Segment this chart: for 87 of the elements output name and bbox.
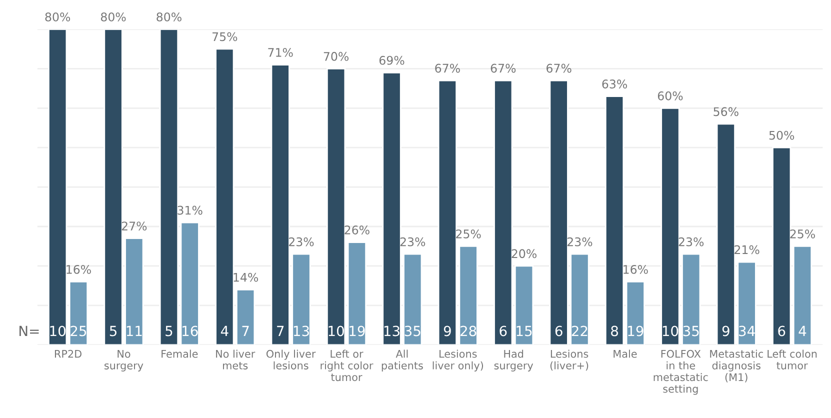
annotation: 25 <box>70 326 86 336</box>
x-tick-label: RP2D <box>54 350 82 358</box>
annotation: 10 <box>50 326 66 336</box>
annotation: 35 <box>683 326 699 336</box>
data-label: 16% <box>66 264 91 274</box>
data-label: 14% <box>234 272 258 282</box>
x-tick-label: Metastatic diagnosis (M1) <box>710 350 763 382</box>
annotation: 13 <box>384 326 400 336</box>
annotation: 11 <box>126 326 142 336</box>
annotation: 4 <box>798 326 806 336</box>
x-tick-label: Male <box>614 350 637 358</box>
bar <box>514 265 534 345</box>
data-label: 23% <box>400 237 426 246</box>
data-label: 16% <box>624 264 648 274</box>
x-tick-label: Only liver lesions <box>266 350 316 370</box>
data-label: 67% <box>490 64 516 73</box>
annotation: 13 <box>294 326 309 336</box>
data-label: 21% <box>734 245 760 254</box>
annotation: 7 <box>242 326 249 336</box>
data-label: 50% <box>769 130 794 140</box>
annotation: 6 <box>778 326 786 336</box>
annotation: 35 <box>404 326 420 336</box>
data-label: 67% <box>546 64 572 73</box>
annotation: 22 <box>572 326 588 336</box>
annotation: 19 <box>628 326 644 336</box>
data-label: 60% <box>658 91 683 100</box>
x-tick-label: Lesions liver only) <box>432 350 484 372</box>
bar <box>792 246 812 345</box>
x-tick-label: FOLFOX in the metastatic setting <box>654 350 708 395</box>
data-label: 20% <box>512 249 536 258</box>
bar <box>626 281 645 345</box>
data-label: 56% <box>714 107 738 116</box>
data-label: 71% <box>268 48 293 57</box>
annotation: 5 <box>166 326 172 336</box>
data-label: 67% <box>435 64 460 73</box>
annotation: 10 <box>662 326 678 336</box>
data-label: 31% <box>178 206 202 215</box>
data-label: 27% <box>122 222 147 230</box>
data-label: 23% <box>567 237 592 246</box>
x-tick-label: Left or right color tumor <box>320 350 374 382</box>
bar <box>215 48 234 345</box>
annotation: 8 <box>611 326 618 336</box>
bar <box>438 80 458 345</box>
annotation: 4 <box>220 326 228 336</box>
x-tick-label: All patients <box>382 350 423 372</box>
annotation: 15 <box>516 326 532 336</box>
data-label: 69% <box>379 56 404 65</box>
annotation: 9 <box>722 326 730 336</box>
x-tick-label: Had surgery <box>494 350 534 372</box>
bar <box>159 29 179 345</box>
bar <box>494 80 513 345</box>
bar <box>772 146 792 345</box>
annotation: N= <box>20 326 39 336</box>
annotation: 5 <box>110 326 116 336</box>
data-label: 26% <box>344 226 370 234</box>
annotation: 16 <box>182 326 198 336</box>
x-tick-label: No liver mets <box>216 350 256 370</box>
data-label: 70% <box>324 52 349 61</box>
data-label: 80% <box>156 12 182 22</box>
bar <box>458 246 478 345</box>
annotation: 34 <box>739 326 755 336</box>
annotation: 19 <box>350 326 365 336</box>
x-tick-label: Female <box>162 350 198 358</box>
data-label: 23% <box>288 237 314 246</box>
data-label: 23% <box>678 237 704 246</box>
x-tick-label: No surgery <box>104 350 144 372</box>
annotation: 7 <box>277 326 284 336</box>
bar <box>68 281 88 345</box>
bar <box>236 288 256 345</box>
annotation: 9 <box>444 326 451 336</box>
bar <box>326 68 346 345</box>
data-label: 25% <box>790 229 815 238</box>
data-label: 63% <box>602 80 627 88</box>
bar <box>604 96 624 345</box>
x-tick-label: Left colon tumor <box>768 350 817 370</box>
data-label: 75% <box>212 32 238 42</box>
bar <box>48 29 68 345</box>
data-label: 80% <box>100 12 126 22</box>
data-label: 80% <box>45 12 70 22</box>
data-label: 25% <box>456 229 481 238</box>
annotation: 10 <box>328 326 344 336</box>
annotation: 28 <box>460 326 476 336</box>
x-tick-label: Lesions (liver+) <box>550 350 588 371</box>
annotation: 6 <box>555 326 562 336</box>
bar <box>347 242 367 345</box>
bar <box>180 222 200 345</box>
annotation: 6 <box>500 326 507 336</box>
